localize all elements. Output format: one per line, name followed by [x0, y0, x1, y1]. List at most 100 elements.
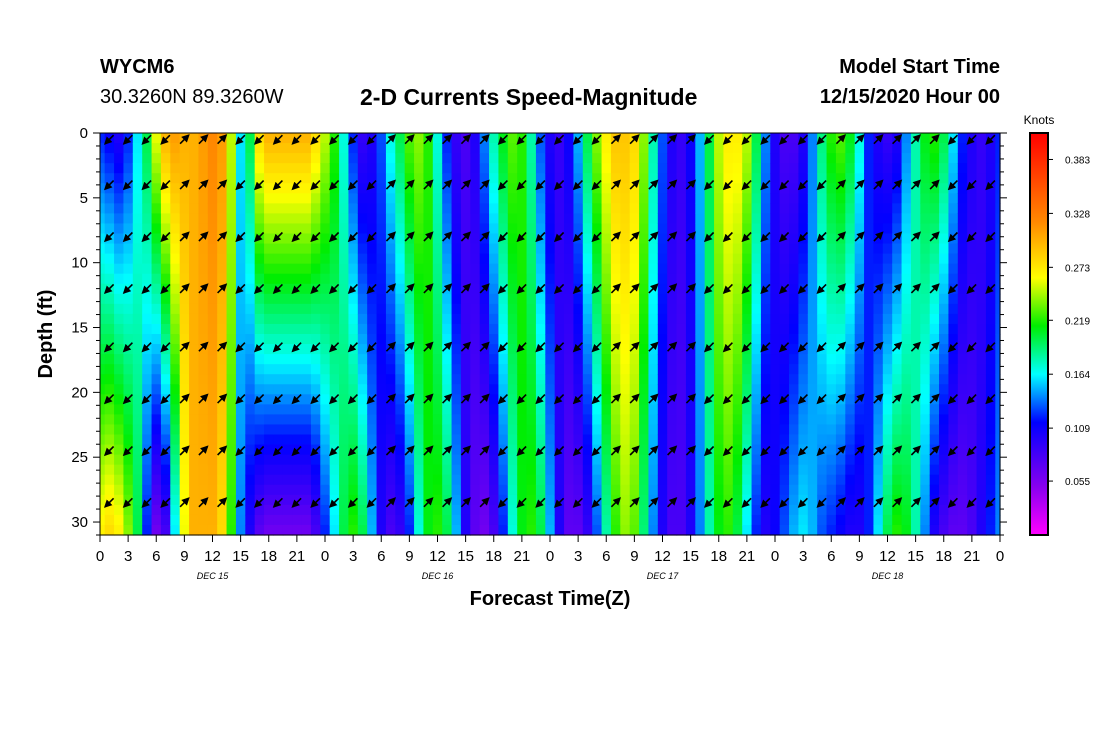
heatmap-cell [292, 303, 303, 315]
heatmap-cell [864, 253, 875, 265]
heatmap-cell [976, 474, 987, 486]
heatmap-cell [864, 193, 875, 204]
heatmap-cell [329, 404, 340, 415]
heatmap-cell [835, 183, 846, 194]
heatmap-cell [667, 183, 678, 194]
heatmap-cell [901, 444, 912, 456]
heatmap-cell [273, 404, 284, 415]
heatmap-cell [357, 464, 368, 476]
heatmap-cell [882, 404, 893, 415]
heatmap-cell [695, 313, 706, 325]
heatmap-cell [985, 514, 996, 526]
heatmap-cell [339, 394, 350, 405]
heatmap-cell [751, 374, 762, 385]
current-arrow [103, 180, 115, 191]
heatmap-cell [100, 313, 106, 325]
current-arrow [703, 231, 715, 243]
heatmap-cell [798, 153, 809, 164]
heatmap-cell [160, 524, 171, 536]
heatmap-cell [845, 334, 856, 345]
current-arrow [291, 497, 302, 508]
heatmap-cell [554, 253, 565, 265]
heatmap-cell [864, 283, 875, 295]
colorbar-tick-label: 0.055 [1065, 477, 1090, 488]
heatmap-cell [189, 193, 200, 204]
heatmap-cell [132, 133, 143, 144]
heatmap-cell [835, 173, 846, 184]
heatmap-cell [648, 233, 659, 245]
heatmap-cell [620, 464, 631, 476]
current-arrow [835, 497, 847, 508]
heatmap-cell [639, 344, 650, 355]
heatmap-cell [132, 283, 143, 295]
heatmap-cell [545, 494, 556, 506]
heatmap-cell [732, 203, 743, 214]
current-arrow [460, 393, 472, 404]
heatmap-cell [582, 323, 593, 335]
heatmap-cell [451, 394, 462, 405]
heatmap-cell [123, 263, 134, 275]
heatmap-cell [723, 213, 734, 225]
current-arrow [629, 341, 640, 352]
heatmap-cell [976, 504, 987, 516]
heatmap-cell [648, 313, 659, 325]
heatmap-cell [404, 524, 415, 536]
heatmap-cell [657, 243, 668, 255]
current-arrow [648, 341, 659, 352]
heatmap-cell [620, 434, 631, 446]
current-arrow [366, 394, 377, 405]
heatmap-cell [414, 464, 425, 476]
current-arrow [685, 134, 697, 145]
heatmap-cell [967, 404, 978, 415]
heatmap-cell [901, 474, 912, 486]
heatmap-cell [470, 454, 481, 466]
heatmap-cell [648, 524, 659, 536]
heatmap-cell [601, 484, 612, 496]
heatmap-cell [545, 253, 556, 265]
heatmap-cell [414, 143, 425, 154]
x-tick-label: 15 [682, 548, 699, 565]
current-arrow [347, 231, 358, 243]
heatmap-cell [142, 494, 153, 506]
heatmap-cell [854, 374, 865, 385]
heatmap-cell [104, 263, 115, 275]
heatmap-cell [132, 143, 143, 154]
heatmap-cell [207, 283, 218, 295]
heatmap-cell [817, 293, 828, 305]
heatmap-cell [442, 263, 453, 275]
heatmap-cell [976, 374, 987, 385]
heatmap-cell [920, 474, 931, 486]
current-arrow [366, 134, 377, 145]
current-arrow [648, 393, 659, 404]
heatmap-cell [123, 173, 134, 184]
heatmap-cell [460, 263, 471, 275]
heatmap-cell [995, 323, 1001, 335]
heatmap-cell [507, 303, 518, 315]
heatmap-cell [170, 213, 181, 225]
x-tick-label: 0 [996, 548, 1004, 565]
heatmap-cell [292, 273, 303, 285]
heatmap-cell [901, 203, 912, 214]
heatmap-cell [985, 293, 996, 305]
heatmap-cell [685, 414, 696, 426]
heatmap-cell [395, 183, 406, 194]
heatmap-cell [535, 273, 546, 285]
heatmap-cell [779, 143, 790, 154]
heatmap-cell [170, 203, 181, 214]
heatmap-cell [198, 434, 209, 446]
heatmap-cell [151, 223, 162, 235]
heatmap-cell [873, 303, 884, 315]
heatmap-cell [601, 464, 612, 476]
heatmap-cell [329, 153, 340, 164]
heatmap-cell [235, 203, 246, 214]
heatmap-cell [273, 273, 284, 285]
current-arrow [572, 497, 583, 508]
heatmap-cell [564, 313, 575, 325]
heatmap-cell [610, 414, 621, 426]
heatmap-cell [723, 173, 734, 184]
heatmap-cell [170, 344, 181, 355]
heatmap-cell [629, 223, 640, 235]
heatmap-cell [320, 173, 331, 184]
heatmap-cell [100, 173, 106, 184]
current-arrow [535, 497, 546, 508]
